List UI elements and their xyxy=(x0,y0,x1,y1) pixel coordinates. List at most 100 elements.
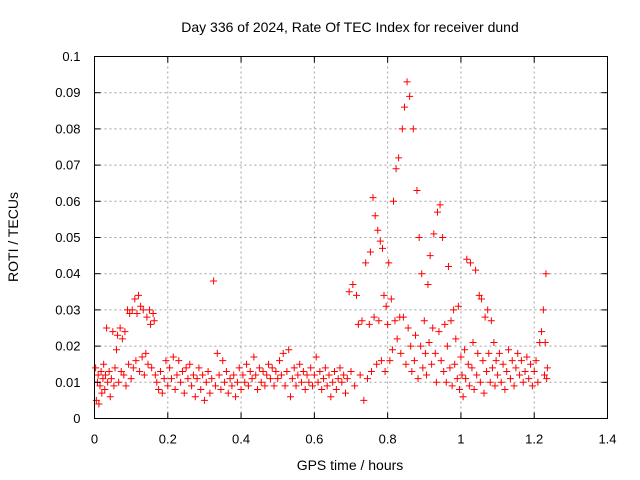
data-point xyxy=(386,357,394,365)
data-point xyxy=(433,208,441,216)
data-point xyxy=(499,360,507,368)
data-point xyxy=(336,364,344,372)
data-point xyxy=(193,375,201,383)
y-tick-label: 0.09 xyxy=(55,85,80,100)
data-point xyxy=(474,349,482,357)
data-point xyxy=(148,364,156,372)
data-point xyxy=(184,375,192,383)
y-tick-label: 0.08 xyxy=(55,121,80,136)
data-point xyxy=(395,154,403,162)
data-point xyxy=(310,371,318,379)
data-point xyxy=(373,360,381,368)
data-point xyxy=(175,357,183,365)
data-point xyxy=(413,186,421,194)
data-point xyxy=(459,393,467,401)
data-point xyxy=(510,382,518,390)
data-point xyxy=(263,371,271,379)
data-point xyxy=(514,349,522,357)
data-point xyxy=(145,306,153,314)
data-point xyxy=(540,371,548,379)
data-point xyxy=(171,386,179,394)
data-point xyxy=(543,375,551,383)
data-point xyxy=(112,346,120,354)
data-point xyxy=(246,367,254,375)
data-point xyxy=(492,357,500,365)
data-point xyxy=(415,234,423,241)
data-point xyxy=(402,360,410,368)
data-point xyxy=(425,338,433,346)
data-point xyxy=(491,382,499,390)
data-point xyxy=(105,367,113,375)
data-point xyxy=(230,371,238,379)
data-point xyxy=(136,367,144,375)
data-point xyxy=(432,378,440,386)
data-point xyxy=(186,360,194,368)
grid xyxy=(94,56,608,419)
x-tick-label: 1.4 xyxy=(598,432,616,447)
data-point xyxy=(528,382,536,390)
data-point xyxy=(464,360,472,368)
data-point xyxy=(272,367,280,375)
data-point xyxy=(94,371,102,379)
data-point xyxy=(199,371,207,379)
x-axis-title: GPS time / hours xyxy=(297,457,404,473)
data-point xyxy=(309,382,317,390)
data-point xyxy=(329,378,337,386)
data-point xyxy=(349,281,357,289)
data-point xyxy=(406,92,414,100)
y-tick-label: 0.04 xyxy=(55,266,80,281)
data-point xyxy=(133,310,141,318)
axis-ticks: 0 0.01 0.02 0.03 0.04 0.05 0.06 0.07 0.08 0.09 0.1… xyxy=(55,49,616,447)
data-point xyxy=(399,313,407,321)
data-point xyxy=(472,266,480,274)
data-point xyxy=(484,306,492,314)
data-point xyxy=(294,371,302,379)
data-point xyxy=(138,353,146,361)
data-point xyxy=(356,371,364,379)
data-point xyxy=(470,386,478,394)
data-point xyxy=(481,313,489,321)
x-tick-label: 0.4 xyxy=(232,432,250,447)
data-point xyxy=(164,382,172,390)
data-point xyxy=(454,302,462,310)
data-point xyxy=(457,353,465,361)
data-point xyxy=(439,234,447,241)
data-points xyxy=(92,78,551,408)
data-point xyxy=(411,331,419,339)
data-point xyxy=(538,328,546,336)
data-point xyxy=(208,375,216,383)
data-point xyxy=(527,360,535,368)
data-point xyxy=(277,371,285,379)
data-point xyxy=(266,375,274,383)
data-point xyxy=(274,375,282,383)
data-point xyxy=(517,357,525,365)
data-point xyxy=(374,226,382,234)
data-point xyxy=(323,382,331,390)
data-point xyxy=(150,317,158,325)
data-point xyxy=(95,400,103,408)
data-point xyxy=(312,353,320,361)
data-point xyxy=(347,367,355,375)
data-point xyxy=(340,371,348,379)
data-point xyxy=(305,378,313,386)
data-point xyxy=(501,386,509,394)
data-point xyxy=(285,346,293,354)
data-point xyxy=(503,367,511,375)
data-point xyxy=(390,197,398,205)
data-point xyxy=(139,306,147,314)
data-point xyxy=(475,291,483,299)
data-point xyxy=(204,367,212,375)
data-point xyxy=(296,360,304,368)
data-point xyxy=(487,317,495,325)
data-point xyxy=(334,375,342,383)
data-point xyxy=(345,288,353,296)
data-point xyxy=(468,364,476,372)
data-point xyxy=(441,320,449,328)
data-point xyxy=(92,364,100,372)
data-point xyxy=(332,386,340,394)
data-point xyxy=(206,389,214,397)
data-point xyxy=(239,371,247,379)
y-tick-label: 0.06 xyxy=(55,194,80,209)
data-point xyxy=(463,255,471,263)
